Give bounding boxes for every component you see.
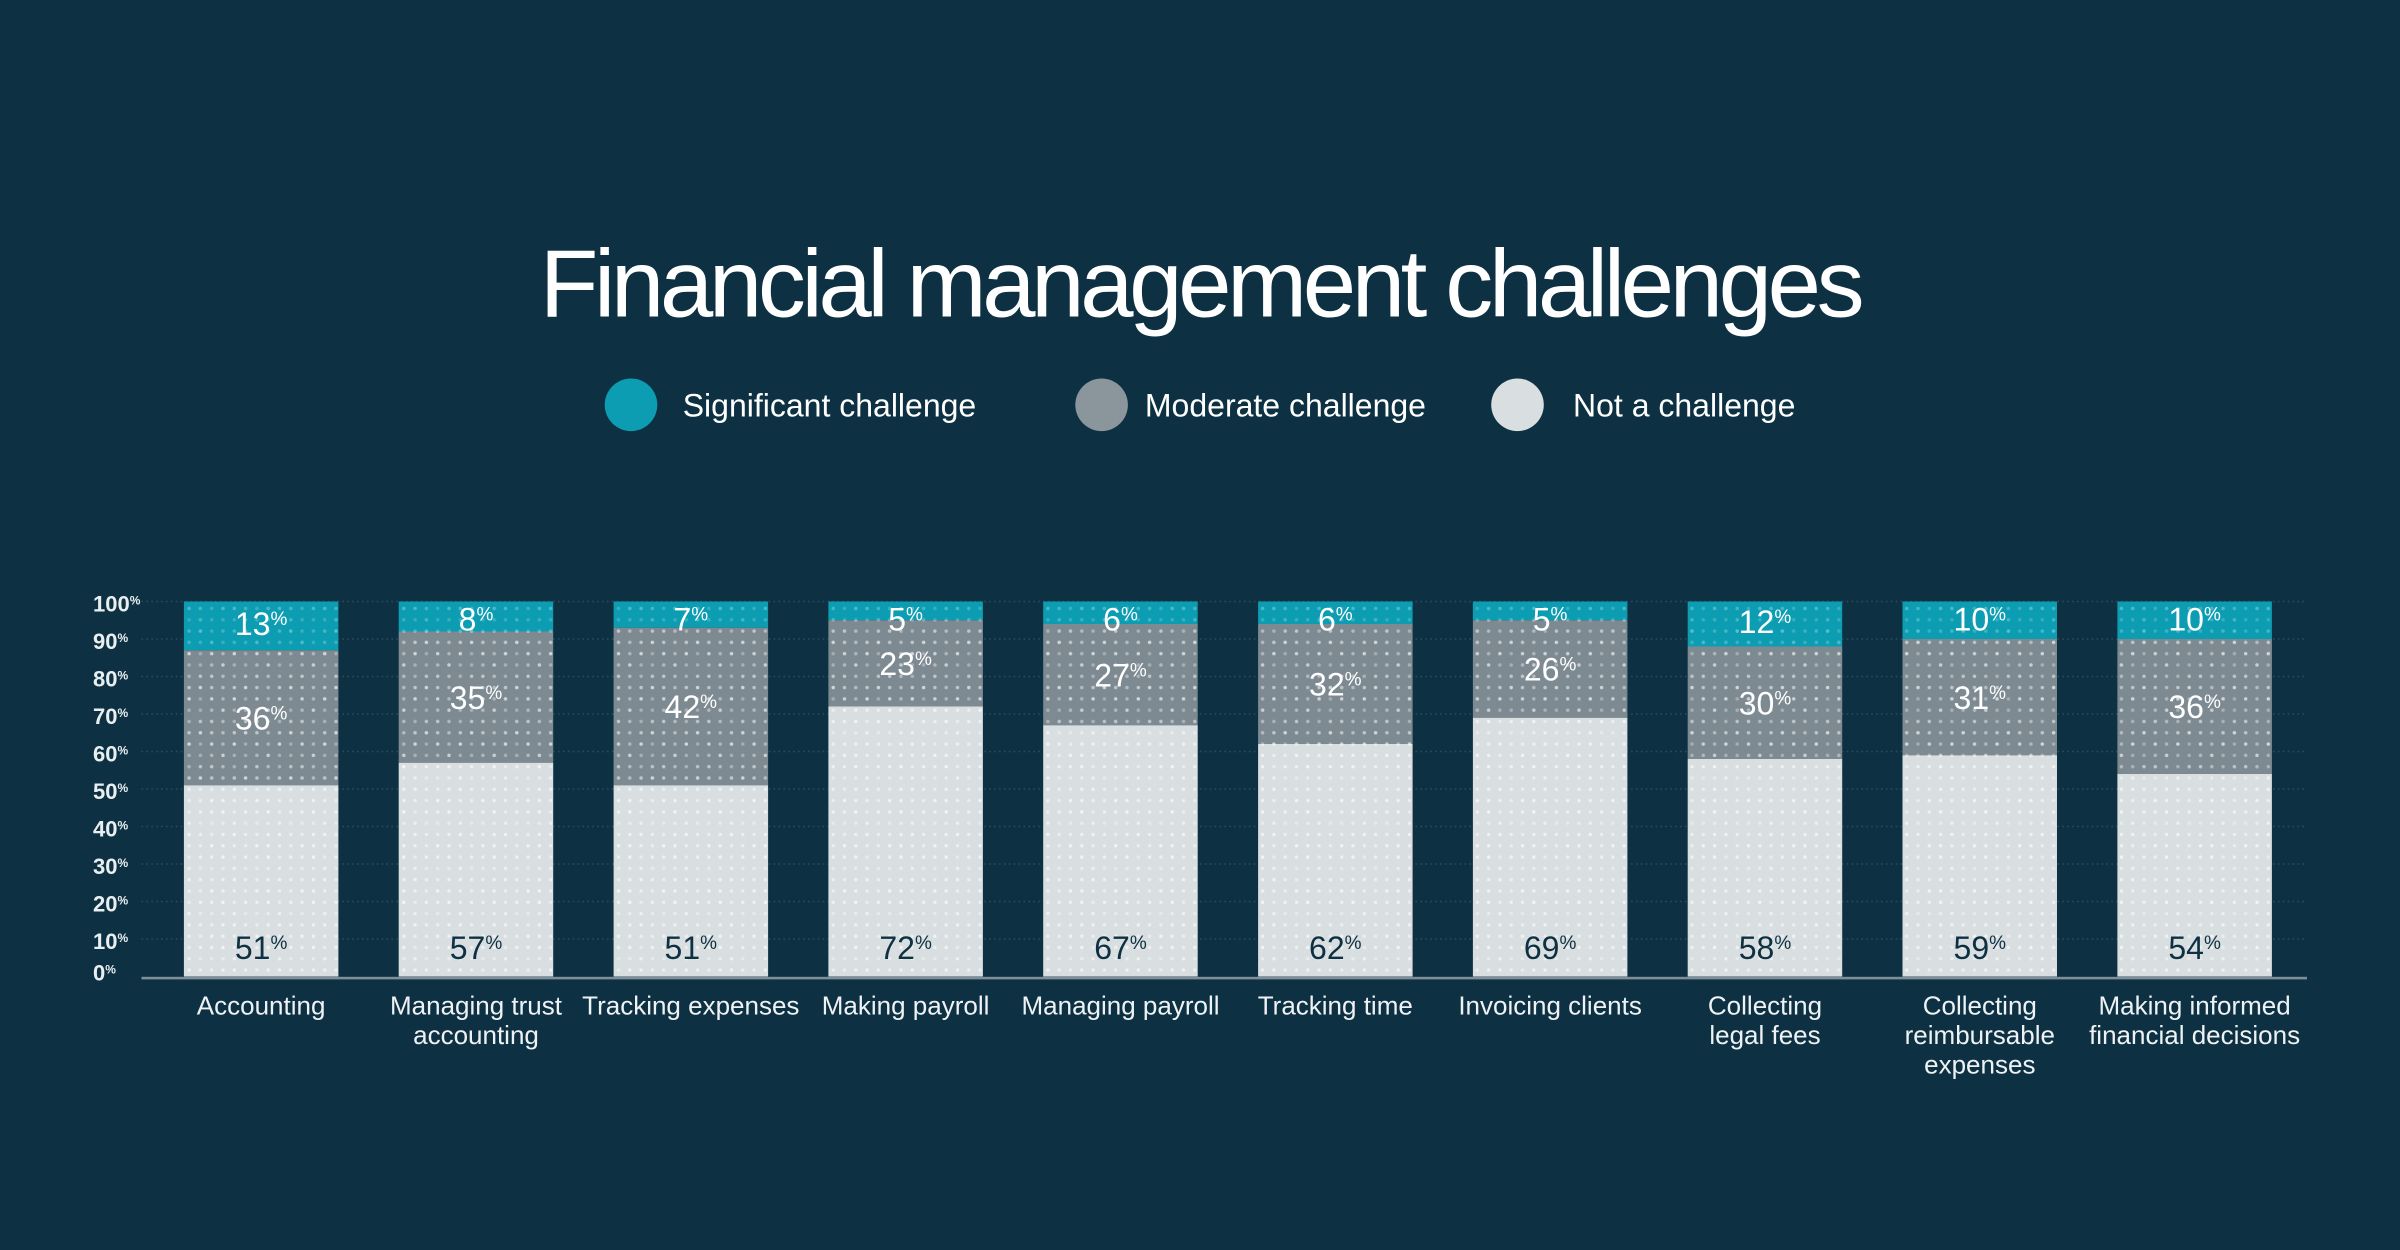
svg-text:67%: 67% xyxy=(1094,930,1147,966)
svg-text:expenses: expenses xyxy=(1924,1050,2035,1080)
svg-text:Managing trust: Managing trust xyxy=(390,991,563,1021)
svg-text:legal fees: legal fees xyxy=(1709,1020,1820,1050)
svg-text:accounting: accounting xyxy=(413,1020,539,1050)
svg-text:Making payroll: Making payroll xyxy=(822,991,990,1021)
svg-text:Collecting: Collecting xyxy=(1708,991,1822,1021)
svg-text:Invoicing clients: Invoicing clients xyxy=(1458,991,1642,1021)
svg-text:42%: 42% xyxy=(665,689,718,725)
svg-text:Tracking time: Tracking time xyxy=(1258,991,1413,1021)
svg-text:Managing payroll: Managing payroll xyxy=(1021,991,1219,1021)
svg-text:Financial management challenge: Financial management challenges xyxy=(540,231,1862,338)
svg-text:Moderate challenge: Moderate challenge xyxy=(1145,388,1426,424)
svg-text:13%: 13% xyxy=(235,606,288,642)
svg-text:51%: 51% xyxy=(665,930,718,966)
svg-text:Tracking expenses: Tracking expenses xyxy=(582,991,799,1021)
svg-text:financial decisions: financial decisions xyxy=(2089,1020,2300,1050)
svg-text:Accounting: Accounting xyxy=(197,991,326,1021)
svg-text:Not a challenge: Not a challenge xyxy=(1573,388,1795,424)
svg-text:reimbursable: reimbursable xyxy=(1905,1020,2055,1050)
svg-text:Making informed: Making informed xyxy=(2098,991,2290,1021)
svg-text:Significant challenge: Significant challenge xyxy=(683,388,977,424)
svg-text:50%: 50% xyxy=(93,779,128,804)
svg-text:Collecting: Collecting xyxy=(1923,991,2037,1021)
svg-text:36%: 36% xyxy=(235,700,288,736)
svg-text:6%: 6% xyxy=(1103,602,1138,638)
svg-text:36%: 36% xyxy=(2168,689,2221,725)
